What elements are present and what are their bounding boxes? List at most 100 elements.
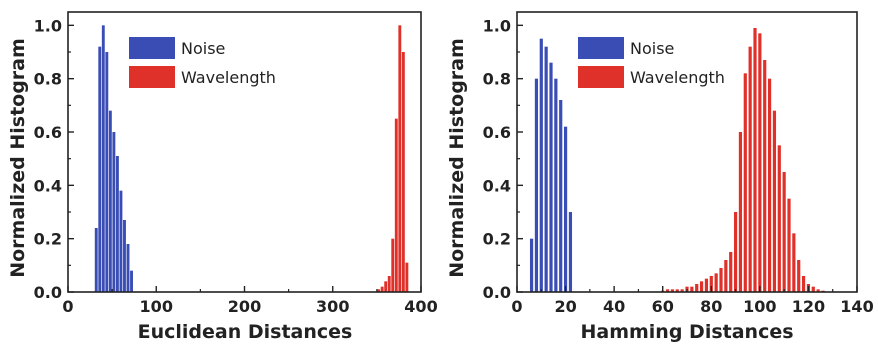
- y-tick-label: 0.4: [34, 176, 62, 195]
- bar-wavelength-8: [405, 262, 409, 292]
- bar-wavelength-14: [729, 252, 733, 292]
- bar-wavelength-2: [384, 281, 388, 292]
- bar-wavelength-29: [801, 276, 806, 292]
- y-tick-label: 0.6: [483, 123, 511, 142]
- hamming-chart-panel: 0 20 40 60 80 100 120 140 0.0 0.2 0.4 0.6 0.8 1.0 Nois…: [439, 0, 878, 347]
- bar-noise-6: [559, 100, 563, 292]
- y-tick-label: 0.6: [34, 123, 62, 142]
- y-axis-title: Normalized Histogram: [7, 38, 29, 278]
- bar-noise-4: [549, 62, 553, 292]
- x-axis-title: Hamming Distances: [580, 321, 793, 343]
- bar-wavelength-17: [743, 73, 747, 292]
- x-tick-label: 300: [316, 297, 349, 316]
- bar-noise-5: [112, 132, 116, 292]
- x-axis-title: Euclidean Distances: [138, 321, 353, 343]
- bar-wavelength-11: [714, 273, 718, 292]
- bar-wavelength-7: [695, 284, 699, 292]
- bar-wavelength-1: [380, 286, 384, 292]
- bar-wavelength-32: [816, 289, 820, 292]
- bar-noise-3: [105, 52, 109, 292]
- bar-wavelength-10: [709, 276, 713, 292]
- x-tick-label: 400: [404, 297, 437, 316]
- bar-wavelength-4: [391, 238, 395, 292]
- bar-wavelength-13: [724, 260, 728, 292]
- x-tick-label: 200: [228, 297, 261, 316]
- bar-noise-8: [568, 212, 573, 292]
- bar-wavelength-0: [377, 289, 381, 292]
- x-tick-label: 140: [840, 297, 873, 316]
- bar-wavelength-19: [753, 28, 757, 292]
- bar-noise-9: [126, 244, 130, 292]
- hamming-distance-histogram: 0 20 40 60 80 100 120 140 0.0 0.2 0.4 0.6 0.8 1.0 Nois…: [446, 11, 874, 343]
- bar-wavelength-3: [675, 289, 679, 292]
- bar-noise-1: [534, 78, 539, 292]
- y-tick-label: 0.8: [34, 70, 62, 89]
- legend-swatch-noise: [129, 37, 175, 59]
- legend-label-noise: Noise: [181, 39, 225, 58]
- euclidean-distance-histogram: 0 100 200 300 400 0.0 0.2 0.4 0.6 0.8 1.0 Noise Wave…: [7, 11, 438, 343]
- y-tick-label: 0.2: [483, 230, 511, 249]
- bar-wavelength-6: [690, 286, 694, 292]
- x-tick-label: 60: [652, 297, 674, 316]
- euclidean-chart-panel: 0 100 200 300 400 0.0 0.2 0.4 0.6 0.8 1.0 Noise Wave…: [7, 11, 438, 343]
- bar-wavelength-15: [733, 212, 738, 292]
- y-tick-label: 0.2: [34, 230, 62, 249]
- bar-wavelength-24: [777, 145, 781, 292]
- bar-wavelength-23: [772, 110, 777, 292]
- y-tick-label: 0.4: [483, 176, 511, 195]
- bar-noise-7: [563, 126, 568, 292]
- bar-wavelength-27: [792, 233, 796, 292]
- x-tick-label: 80: [700, 297, 722, 316]
- bar-wavelength-16: [738, 132, 743, 292]
- legend-label-wavelength: Wavelength: [630, 68, 725, 87]
- bar-wavelength-1: [665, 289, 670, 292]
- bar-wavelength-22: [767, 78, 772, 292]
- legend-swatch-wavelength: [129, 66, 175, 88]
- bar-noise-3: [544, 46, 548, 292]
- legend-label-noise: Noise: [630, 39, 674, 58]
- bar-wavelength-31: [811, 286, 815, 292]
- y-tick-label: 1.0: [483, 16, 511, 35]
- bar-wavelength-12: [719, 268, 723, 292]
- bar-wavelength-8: [699, 281, 704, 292]
- x-tick-label: 40: [603, 297, 625, 316]
- bar-noise-7: [119, 190, 123, 292]
- bar-noise-8: [123, 220, 126, 292]
- bar-noise-4: [108, 110, 112, 292]
- plot-area: 0 100 200 300 400 0.0 0.2 0.4 0.6 0.8 1.0 Noise Wave…: [34, 11, 438, 316]
- x-tick-label: 100: [140, 297, 173, 316]
- y-tick-label: 0.8: [483, 70, 511, 89]
- bar-wavelength-5: [394, 118, 398, 292]
- bar-wavelength-7: [401, 52, 405, 292]
- x-tick-label: 100: [743, 297, 776, 316]
- x-tick-label: 20: [554, 297, 576, 316]
- bar-wavelength-3: [387, 276, 391, 292]
- plot-frame: [516, 11, 858, 293]
- bar-wavelength-6: [398, 25, 402, 293]
- y-tick-label: 0.0: [34, 283, 62, 302]
- bar-wavelength-2: [670, 289, 675, 292]
- bar-wavelength-18: [748, 46, 752, 292]
- x-tick-label: 0: [62, 297, 73, 316]
- bar-wavelength-26: [787, 198, 791, 292]
- bar-noise-1: [98, 46, 102, 292]
- y-tick-label: 0.0: [483, 283, 511, 302]
- bar-noise-5: [554, 78, 558, 292]
- legend-swatch-wavelength: [578, 66, 624, 88]
- legend-swatch-noise: [578, 37, 624, 59]
- bar-noise-10: [130, 270, 133, 292]
- bar-wavelength-28: [797, 260, 801, 292]
- bar-wavelength-4: [680, 289, 684, 292]
- bar-wavelength-9: [704, 278, 709, 292]
- bar-noise-6: [115, 156, 119, 292]
- plot-area: 0 20 40 60 80 100 120 140 0.0 0.2 0.4 0.6 0.8 1.0 Nois…: [483, 11, 874, 316]
- bar-wavelength-20: [758, 33, 762, 292]
- bar-noise-2: [539, 38, 543, 292]
- y-axis-title: Normalized Histogram: [446, 38, 468, 278]
- bar-noise-2: [101, 25, 105, 293]
- legend-label-wavelength: Wavelength: [181, 68, 276, 87]
- x-tick-label: 120: [792, 297, 825, 316]
- bar-wavelength-21: [763, 60, 767, 292]
- bar-noise-0: [529, 238, 534, 292]
- bar-noise-0: [94, 228, 98, 292]
